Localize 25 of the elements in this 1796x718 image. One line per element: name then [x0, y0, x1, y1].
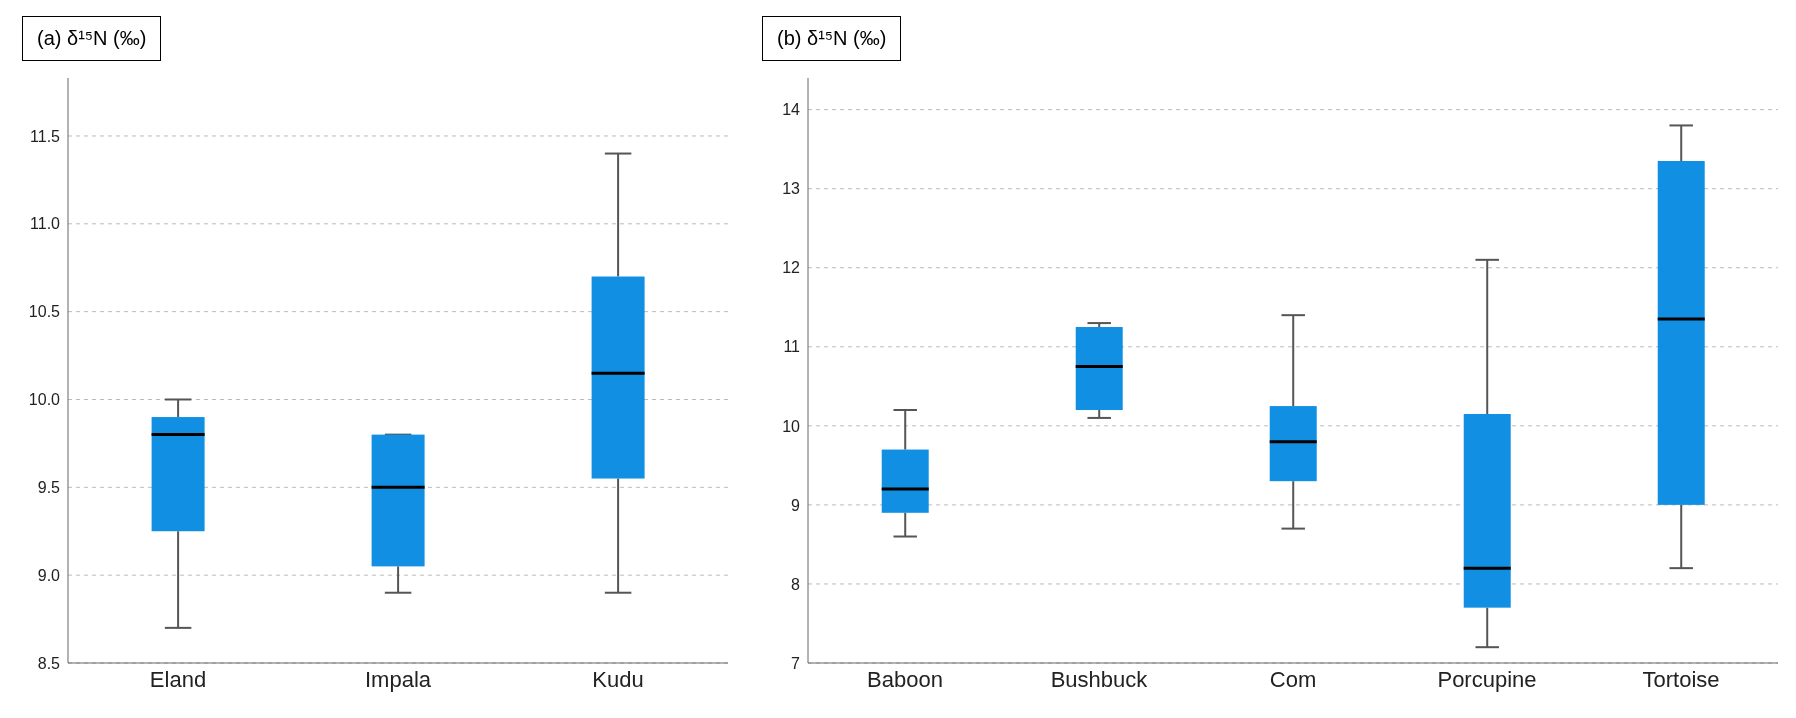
y-tick-label: 9.5 [37, 479, 61, 496]
x-tick-label: Tortoise [1642, 666, 1720, 692]
y-tick-label: 12 [782, 259, 801, 277]
y-tick-label: 7 [791, 654, 801, 672]
y-tick-label: 13 [782, 180, 801, 198]
y-tick-label: 14 [782, 101, 801, 119]
x-tick-label: Porcupine [1437, 666, 1537, 692]
y-tick-label: 11 [783, 338, 801, 356]
x-tick-label: Baboon [867, 666, 943, 692]
x-tick-label: Kudu [592, 666, 644, 692]
x-tick-label: Impala [364, 666, 432, 692]
y-axis-title: (a) δ¹⁵N (‰) [22, 16, 162, 61]
y-axis-title: (b) δ¹⁵N (‰) [762, 16, 902, 61]
y-tick-label: 11.5 [30, 127, 61, 145]
y-tick-label: 11.0 [30, 215, 61, 233]
y-tick-label: 9 [791, 496, 801, 514]
y-tick-label: 10.0 [28, 391, 61, 409]
x-tick-label: Com [1269, 666, 1317, 692]
y-tick-label: 9.0 [37, 566, 61, 584]
y-tick-label: 10.5 [28, 303, 61, 321]
y-tick-label: 8 [791, 575, 801, 593]
y-tick-label: 10 [782, 417, 801, 435]
y-tick-label: 8.5 [37, 654, 61, 672]
x-tick-label: Eland [149, 666, 207, 692]
x-tick-label: Bushbuck [1050, 666, 1149, 692]
